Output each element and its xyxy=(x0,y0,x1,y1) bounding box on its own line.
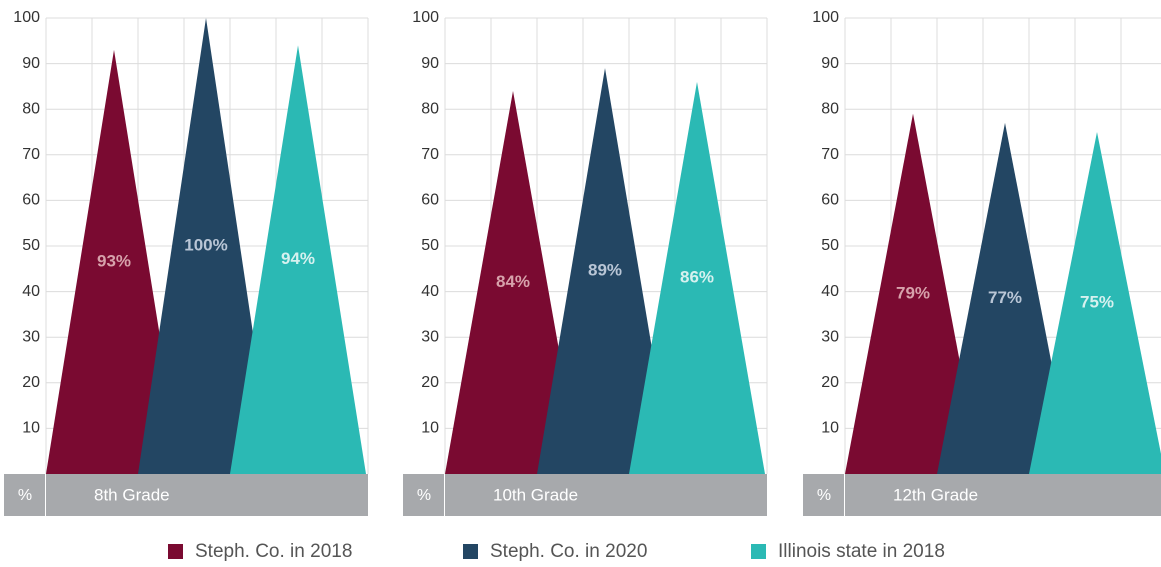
value-label: 77% xyxy=(988,288,1022,307)
y-tick-label: 90 xyxy=(421,55,439,72)
legend-swatch xyxy=(751,544,766,559)
value-label: 84% xyxy=(496,272,530,291)
y-tick-label: 60 xyxy=(421,192,439,209)
y-tick-label: 30 xyxy=(22,328,40,345)
y-tick-label: 50 xyxy=(22,237,40,254)
triangle-bar xyxy=(629,81,765,474)
category-box xyxy=(46,474,368,516)
triangle-bar xyxy=(937,122,1073,474)
value-label: 86% xyxy=(680,267,714,286)
y-tick-label: 20 xyxy=(821,374,839,391)
unit-box xyxy=(803,474,844,516)
y-tick-label: 10 xyxy=(421,420,439,437)
unit-box xyxy=(4,474,45,516)
legend-label: Illinois state in 2018 xyxy=(778,541,945,562)
category-box xyxy=(445,474,767,516)
y-tick-label: 30 xyxy=(421,328,439,345)
legend-label: Steph. Co. in 2018 xyxy=(195,541,352,562)
y-tick-label: 100 xyxy=(13,9,40,26)
value-label: 93% xyxy=(97,251,131,270)
y-axis-label: % xyxy=(817,487,831,504)
value-label: 79% xyxy=(896,283,930,302)
y-tick-label: 90 xyxy=(821,55,839,72)
y-tick-label: 10 xyxy=(821,420,839,437)
y-tick-label: 30 xyxy=(821,328,839,345)
y-tick-label: 70 xyxy=(22,146,40,163)
triangle-bar xyxy=(445,90,581,475)
triangle-bar xyxy=(46,49,182,475)
y-tick-label: 90 xyxy=(22,55,40,72)
y-tick-label: 50 xyxy=(821,237,839,254)
category-label: 10th Grade xyxy=(493,485,578,504)
y-tick-label: 60 xyxy=(22,192,40,209)
y-axis-label: % xyxy=(417,487,431,504)
y-tick-label: 50 xyxy=(421,237,439,254)
y-tick-label: 10 xyxy=(22,420,40,437)
y-tick-label: 40 xyxy=(421,283,439,300)
triangle-bar xyxy=(138,18,274,474)
category-box xyxy=(845,474,1161,516)
triangle-bar xyxy=(230,45,366,475)
legend-label: Steph. Co. in 2020 xyxy=(490,541,647,562)
triangle-bar xyxy=(845,113,981,474)
y-tick-label: 40 xyxy=(22,283,40,300)
value-label: 100% xyxy=(184,235,227,254)
value-label: 89% xyxy=(588,261,622,280)
triangle-bar xyxy=(537,68,673,474)
value-label: 94% xyxy=(281,249,315,268)
y-tick-label: 100 xyxy=(412,9,439,26)
y-tick-label: 60 xyxy=(821,192,839,209)
y-tick-label: 100 xyxy=(812,9,839,26)
legend-swatch xyxy=(168,544,183,559)
y-tick-label: 80 xyxy=(421,100,439,117)
y-tick-label: 40 xyxy=(821,283,839,300)
y-tick-label: 70 xyxy=(421,146,439,163)
y-tick-label: 20 xyxy=(22,374,40,391)
unit-box xyxy=(403,474,444,516)
y-axis-label: % xyxy=(18,487,32,504)
value-label: 75% xyxy=(1080,292,1114,311)
y-tick-label: 80 xyxy=(821,100,839,117)
y-tick-label: 20 xyxy=(421,374,439,391)
y-tick-label: 80 xyxy=(22,100,40,117)
legend-swatch xyxy=(463,544,478,559)
y-tick-label: 70 xyxy=(821,146,839,163)
category-label: 12th Grade xyxy=(893,485,978,504)
triangle-bar xyxy=(1029,132,1161,474)
category-label: 8th Grade xyxy=(94,485,170,504)
